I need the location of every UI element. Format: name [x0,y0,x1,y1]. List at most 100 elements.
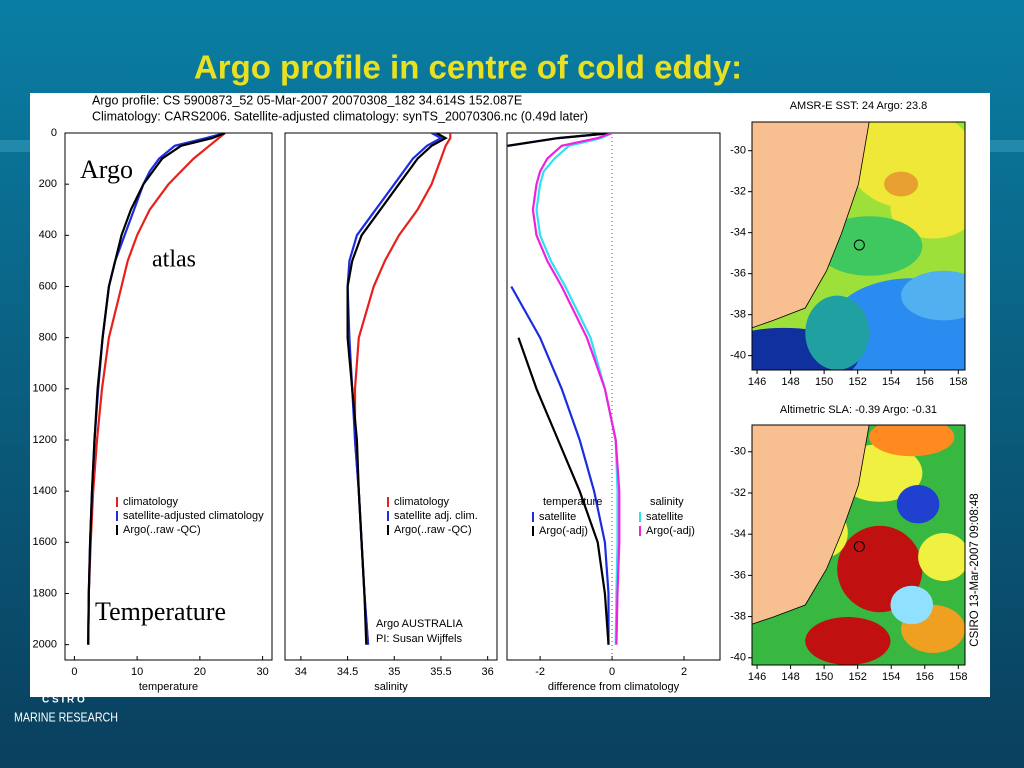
y-tick-label: -30 [730,446,746,458]
map-field [805,617,891,665]
profile-line [535,133,619,645]
y-tick-label: -40 [730,350,746,362]
map-field [896,485,940,524]
y-tick-label: 1600 [33,536,57,548]
x-tick-label: 2 [681,666,687,678]
legend-label: satellite [646,511,683,523]
map-title: Altimetric SLA: -0.39 Argo: -0.31 [780,404,937,416]
x-axis-label: salinity [374,681,408,693]
x-tick-label: 156 [916,671,934,683]
x-axis-label: temperature [139,681,198,693]
map-frame [751,424,966,666]
map-field [918,533,965,581]
stamp: CSIRO 13-Mar-2007 09:08:48 [969,493,981,646]
map-frame [751,121,966,371]
map-field [884,171,919,197]
y-tick-label: 1200 [33,434,57,446]
logo-line: C S I R O [42,695,85,706]
y-tick-label: 1400 [33,485,57,497]
annotation: atlas [152,247,196,273]
y-tick-label: -34 [730,227,746,239]
plot-area [87,133,226,645]
profile-line [346,133,448,645]
y-tick-label: -34 [730,528,746,540]
plot-frame [506,132,721,661]
legend-title: temperature [543,496,602,508]
legend-label: climatology [123,496,179,508]
y-tick-label: 1000 [33,383,57,395]
y-tick-label: 600 [39,280,57,292]
land [752,425,870,625]
y-tick-label: -32 [730,487,746,499]
legend-label: satellite adj. clim. [394,510,478,522]
profile-line [507,133,613,645]
y-tick-label: -38 [730,610,746,622]
y-tick-label: 1800 [33,587,57,599]
x-tick-label: 0 [71,666,77,678]
x-tick-label: 156 [916,376,934,388]
x-tick-label: 150 [815,376,833,388]
map-image [752,425,965,665]
logo-line: MARINE RESEARCH [14,709,118,724]
x-tick-label: 152 [848,671,866,683]
y-tick-label: -36 [730,569,746,581]
x-tick-label: 36 [482,666,494,678]
legend-label: Argo(-adj) [646,525,695,537]
profile-line [87,133,226,645]
x-tick-label: 34 [295,666,307,678]
map-field [869,425,955,457]
x-tick-label: 154 [882,671,900,683]
legend-label: Argo(-adj) [539,525,588,537]
plot-frame [284,132,498,661]
x-tick-label: 30 [256,666,268,678]
x-tick-label: 154 [882,376,900,388]
credit: PI: Susan Wijffels [376,633,462,645]
legend-label: Argo(..raw -QC) [123,524,201,536]
y-tick-label: -32 [730,186,746,198]
header-line: Climatology: CARS2006. Satellite-adjuste… [92,109,588,123]
x-tick-label: 152 [848,376,866,388]
argo-marker [853,541,865,553]
x-tick-label: 34.5 [337,666,358,678]
x-axis-label: difference from climatology [548,681,680,693]
annotation: Temperature [95,597,226,626]
y-tick-label: 400 [39,229,57,241]
y-tick-label: -36 [730,268,746,280]
map-field [890,585,934,625]
annotation: Argo [80,155,133,184]
plot-area [346,133,452,645]
credit: Argo AUSTRALIA [376,618,463,630]
y-tick-label: 800 [39,332,57,344]
land [752,122,870,329]
y-tick-label: 200 [39,178,57,190]
plot-frame [64,132,273,661]
map-image [752,122,965,370]
profile-line [531,133,621,645]
argo-marker [853,239,865,251]
x-tick-label: 158 [949,376,967,388]
map-title: AMSR-E SST: 24 Argo: 23.8 [790,100,928,112]
x-tick-label: 158 [949,671,967,683]
map-field [901,270,965,321]
x-tick-label: 148 [781,376,799,388]
y-tick-label: -30 [730,145,746,157]
legend-title: salinity [650,496,684,508]
x-tick-label: 20 [194,666,206,678]
slide-title: Argo profile in centre of cold eddy: [194,49,742,86]
plot-area [507,133,621,645]
legend-label: satellite [539,511,576,523]
x-tick-label: 146 [748,376,766,388]
x-tick-label: 148 [781,671,799,683]
header-line: Argo profile: CS 5900873_52 05-Mar-2007 … [92,93,522,107]
legend-label: climatology [394,496,450,508]
x-tick-label: 35 [388,666,400,678]
x-tick-label: 150 [815,671,833,683]
x-tick-label: 10 [131,666,143,678]
y-tick-label: -38 [730,309,746,321]
y-tick-label: -40 [730,652,746,664]
y-tick-label: 2000 [33,639,57,651]
x-tick-label: 146 [748,671,766,683]
legend-label: satellite-adjusted climatology [123,510,264,522]
x-tick-label: 35.5 [430,666,451,678]
